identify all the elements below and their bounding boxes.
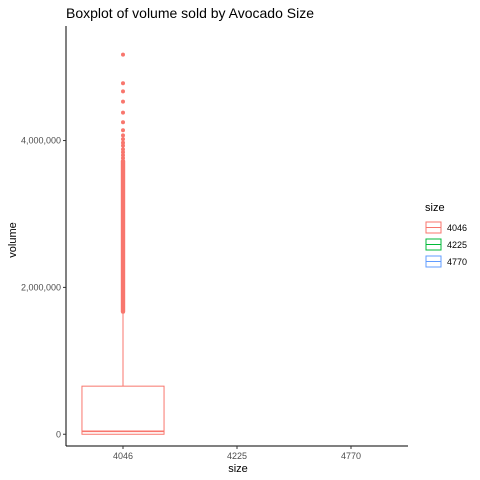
outlier-point — [121, 147, 125, 152]
outlier-point — [121, 143, 125, 148]
outlier-point — [121, 89, 125, 94]
legend-label: 4770 — [447, 257, 467, 267]
outlier-point — [121, 81, 125, 86]
outlier-point — [121, 137, 125, 142]
outlier-point — [121, 156, 125, 161]
legend-item: 4770 — [425, 255, 467, 268]
y-axis-title: volume — [7, 222, 19, 257]
outlier-point — [121, 99, 125, 104]
legend-label: 4046 — [447, 223, 467, 233]
outlier-point — [121, 128, 125, 133]
x-tick-label: 4770 — [341, 451, 361, 461]
x-axis-title: size — [228, 463, 248, 475]
y-tick-label: 4,000,000 — [21, 136, 61, 146]
x-axis-ticks: 4046 4225 4770 — [113, 446, 361, 461]
y-tick-label: 2,000,000 — [21, 282, 61, 292]
outlier-point — [121, 110, 125, 115]
outlier-point — [121, 153, 125, 158]
x-tick-label: 4046 — [113, 451, 133, 461]
y-tick-label: 0 — [56, 429, 61, 439]
outlier-point — [121, 120, 125, 125]
x-tick-label: 4225 — [227, 451, 247, 461]
outlier-point — [121, 140, 125, 145]
legend-label: 4225 — [447, 240, 467, 250]
legend: size 4046 4225 4770 — [425, 202, 467, 268]
outlier-point — [121, 133, 125, 138]
iqr-box — [81, 385, 165, 435]
outlier-point — [121, 150, 125, 155]
outlier-point — [121, 52, 125, 57]
chart-title: Boxplot of volume sold by Avocado Size — [66, 5, 314, 21]
legend-title: size — [425, 202, 445, 214]
outlier-cluster — [120, 158, 126, 314]
y-axis-ticks: 0 2,000,000 4,000,000 — [21, 136, 66, 439]
legend-item: 4225 — [425, 238, 467, 251]
plot-panel — [81, 52, 165, 435]
legend-item: 4046 — [425, 221, 467, 234]
